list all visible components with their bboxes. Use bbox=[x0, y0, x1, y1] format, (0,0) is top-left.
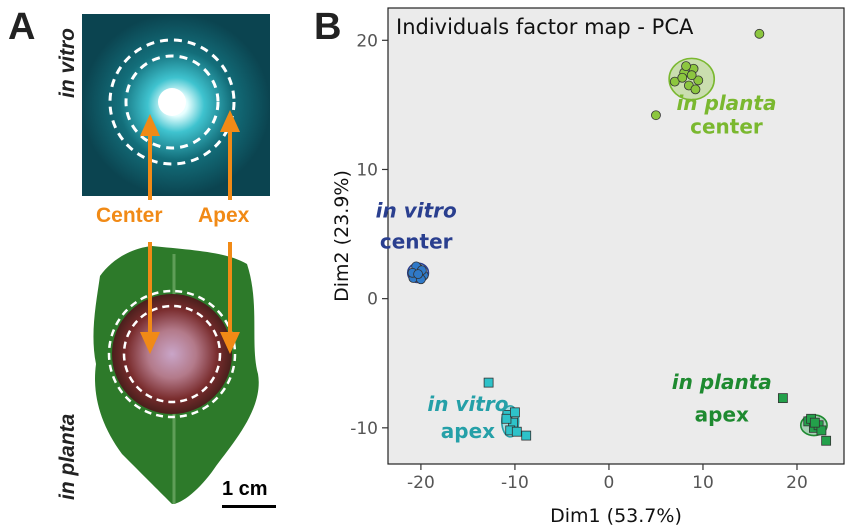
data-point bbox=[413, 269, 423, 280]
data-point bbox=[510, 407, 520, 418]
data-point bbox=[677, 72, 688, 83]
x-axis-label: Dim1 (53.7%) bbox=[550, 505, 682, 527]
in-planta-label: in planta bbox=[56, 413, 79, 500]
group-label-line2: center bbox=[690, 114, 763, 138]
data-point bbox=[686, 70, 697, 81]
data-point bbox=[754, 28, 765, 39]
y-axis-label: Dim2 (23.9%) bbox=[331, 170, 353, 302]
group-label-line1: in planta bbox=[672, 370, 772, 394]
y-tick-label: 10 bbox=[356, 160, 378, 180]
apex-label: Apex bbox=[198, 204, 250, 227]
y-tick-label: 0 bbox=[367, 290, 378, 310]
pca-chart: -20 -10 0 10 20 -10 0 10 20 Individuals factor m… bbox=[331, 7, 845, 527]
x-tick-label: 0 bbox=[604, 473, 615, 493]
y-tick-label: 20 bbox=[356, 31, 378, 51]
data-point bbox=[511, 426, 522, 437]
group-label-line1: in vitro bbox=[427, 392, 508, 416]
data-point bbox=[483, 377, 494, 388]
plot-panel bbox=[387, 7, 845, 465]
x-tick-label: -20 bbox=[407, 473, 435, 493]
center-arrow bbox=[140, 114, 160, 354]
data-point bbox=[777, 393, 788, 404]
data-point bbox=[690, 84, 701, 95]
in-vitro-label: in vitro bbox=[56, 27, 79, 98]
data-point bbox=[821, 435, 832, 446]
scale-label: 1 cm bbox=[222, 478, 268, 500]
panel-a-letter: A bbox=[8, 6, 36, 48]
data-point bbox=[809, 417, 820, 428]
group-label-line2: apex bbox=[695, 402, 749, 426]
chart-title: Individuals factor map - PCA bbox=[396, 15, 694, 39]
data-point bbox=[669, 76, 680, 87]
x-tick-label: 20 bbox=[786, 473, 808, 493]
group-label-line1: in planta bbox=[676, 91, 776, 115]
apex-arrow bbox=[220, 110, 240, 354]
group-label-line2: apex bbox=[441, 419, 495, 443]
x-tick-label: 10 bbox=[692, 473, 714, 493]
data-point bbox=[501, 413, 512, 424]
data-point bbox=[693, 75, 704, 86]
panel-b-letter: B bbox=[314, 6, 342, 48]
scale-bar bbox=[222, 505, 276, 508]
data-point bbox=[681, 61, 691, 72]
data-point bbox=[651, 110, 661, 121]
x-tick-label: -10 bbox=[501, 473, 529, 493]
panel-a-images bbox=[82, 14, 270, 504]
data-point bbox=[816, 425, 827, 436]
group-label-line1: in vitro bbox=[376, 198, 457, 222]
y-tick-label: -10 bbox=[350, 419, 378, 439]
data-point bbox=[521, 430, 532, 441]
group-label-line2: center bbox=[380, 229, 453, 253]
center-label: Center bbox=[96, 204, 163, 227]
